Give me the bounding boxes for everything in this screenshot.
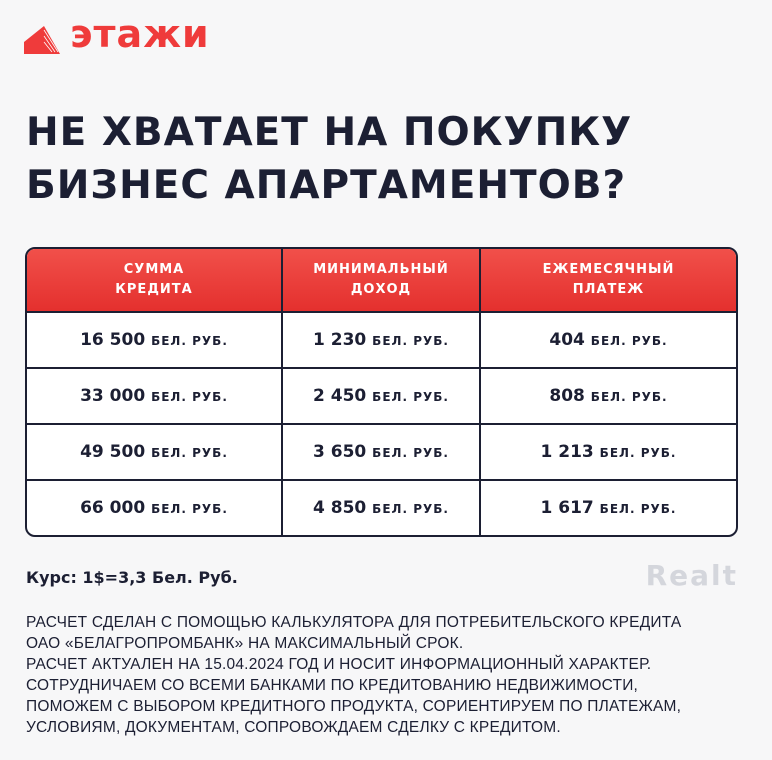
cell-unit: БЕЛ. РУБ. — [151, 334, 228, 348]
note-line: РАСЧЕТ СДЕЛАН С ПОМОЩЬЮ КАЛЬКУЛЯТОРА ДЛЯ… — [26, 614, 682, 631]
cell-value: 1 617 — [540, 498, 594, 518]
table-row: 16 500 БЕЛ. РУБ. 1 230 БЕЛ. РУБ. 404 БЕЛ. … — [27, 311, 736, 367]
cell-unit: БЕЛ. РУБ. — [151, 390, 228, 404]
page-title: НЕ ХВАТАЕТ НА ПОКУПКУ БИЗНЕС АПАРТАМЕНТО… — [26, 106, 632, 212]
cell-value: 808 — [549, 386, 585, 406]
column-header: СУММА КРЕДИТА — [27, 249, 283, 311]
brand-name: этажи — [70, 12, 210, 56]
table-cell: 3 650 БЕЛ. РУБ. — [283, 423, 481, 479]
cell-value: 1 213 — [540, 442, 594, 462]
table-cell: 16 500 БЕЛ. РУБ. — [27, 311, 283, 367]
cell-value: 16 500 — [80, 330, 146, 350]
cell-unit: БЕЛ. РУБ. — [151, 446, 228, 460]
header-line: ЕЖЕМЕСЯЧНЫЙ — [542, 262, 675, 277]
cell-unit: БЕЛ. РУБ. — [372, 446, 449, 460]
cell-unit: БЕЛ. РУБ. — [599, 502, 677, 516]
table-row: 33 000 БЕЛ. РУБ. 2 450 БЕЛ. РУБ. 808 БЕЛ. … — [27, 367, 736, 423]
note-line: СОТРУДНИЧАЕМ СО ВСЕМИ БАНКАМИ ПО КРЕДИТО… — [26, 677, 639, 694]
cell-value: 404 — [549, 330, 585, 350]
table-cell: 4 850 БЕЛ. РУБ. — [283, 479, 481, 535]
column-header: ЕЖЕМЕСЯЧНЫЙ ПЛАТЕЖ — [481, 249, 736, 311]
cell-value: 1 230 — [313, 330, 367, 350]
table-cell: 1 617 БЕЛ. РУБ. — [481, 479, 736, 535]
table-cell: 404 БЕЛ. РУБ. — [481, 311, 736, 367]
column-header: МИНИМАЛЬНЫЙ ДОХОД — [283, 249, 481, 311]
header-line: ПЛАТЕЖ — [572, 282, 645, 297]
title-line-2: БИЗНЕС АПАРТАМЕНТОВ? — [26, 163, 627, 208]
title-line-1: НЕ ХВАТАЕТ НА ПОКУПКУ — [26, 110, 633, 155]
cell-value: 2 450 — [313, 386, 367, 406]
watermark: Realt — [645, 559, 738, 592]
table-cell: 33 000 БЕЛ. РУБ. — [27, 367, 283, 423]
notes: РАСЧЕТ СДЕЛАН С ПОМОЩЬЮ КАЛЬКУЛЯТОРА ДЛЯ… — [26, 612, 681, 738]
note-line: ПОМОЖЕМ С ВЫБОРОМ КРЕДИТНОГО ПРОДУКТА, С… — [26, 698, 682, 715]
table-cell: 66 000 БЕЛ. РУБ. — [27, 479, 283, 535]
table-cell: 1 230 БЕЛ. РУБ. — [283, 311, 481, 367]
table-row: 66 000 БЕЛ. РУБ. 4 850 БЕЛ. РУБ. 1 617 БЕЛ… — [27, 479, 736, 535]
cell-unit: БЕЛ. РУБ. — [599, 446, 677, 460]
header-line: СУММА — [123, 262, 185, 277]
cell-unit: БЕЛ. РУБ. — [372, 502, 449, 516]
table-cell: 1 213 БЕЛ. РУБ. — [481, 423, 736, 479]
note-line: ОАО «БЕЛАГРОПРОМБАНК» НА МАКСИМАЛЬНЫЙ СР… — [26, 635, 464, 652]
header-line: МИНИМАЛЬНЫЙ — [313, 262, 449, 277]
note-line: УСЛОВИЯМ, ДОКУМЕНТАМ, СОПРОВОЖДАЕМ СДЕЛК… — [26, 719, 561, 736]
table-header-row: СУММА КРЕДИТА МИНИМАЛЬНЫЙ ДОХОД ЕЖЕМЕСЯЧНЫЙ П… — [27, 249, 736, 311]
header-line: ДОХОД — [350, 282, 412, 297]
building-icon — [24, 26, 60, 54]
table-cell: 808 БЕЛ. РУБ. — [481, 367, 736, 423]
cell-value: 33 000 — [80, 386, 146, 406]
table-row: 49 500 БЕЛ. РУБ. 3 650 БЕЛ. РУБ. 1 213 БЕЛ… — [27, 423, 736, 479]
cell-value: 3 650 — [313, 442, 367, 462]
cell-unit: БЕЛ. РУБ. — [372, 390, 449, 404]
cell-value: 4 850 — [313, 498, 367, 518]
cell-unit: БЕЛ. РУБ. — [151, 502, 228, 516]
header-line: КРЕДИТА — [115, 282, 193, 297]
exchange-rate: Курс: 1$=3,3 Бел. Руб. — [26, 568, 238, 587]
loan-table: СУММА КРЕДИТА МИНИМАЛЬНЫЙ ДОХОД ЕЖЕМЕСЯЧНЫЙ П… — [25, 247, 738, 537]
note-line: РАСЧЕТ АКТУАЛЕН НА 15.04.2024 ГОД И НОСИ… — [26, 656, 652, 673]
cell-unit: БЕЛ. РУБ. — [590, 390, 668, 404]
cell-unit: БЕЛ. РУБ. — [590, 334, 668, 348]
cell-unit: БЕЛ. РУБ. — [372, 334, 449, 348]
table-cell: 49 500 БЕЛ. РУБ. — [27, 423, 283, 479]
cell-value: 49 500 — [80, 442, 146, 462]
table-cell: 2 450 БЕЛ. РУБ. — [283, 367, 481, 423]
cell-value: 66 000 — [80, 498, 146, 518]
brand-logo: этажи — [24, 14, 210, 54]
